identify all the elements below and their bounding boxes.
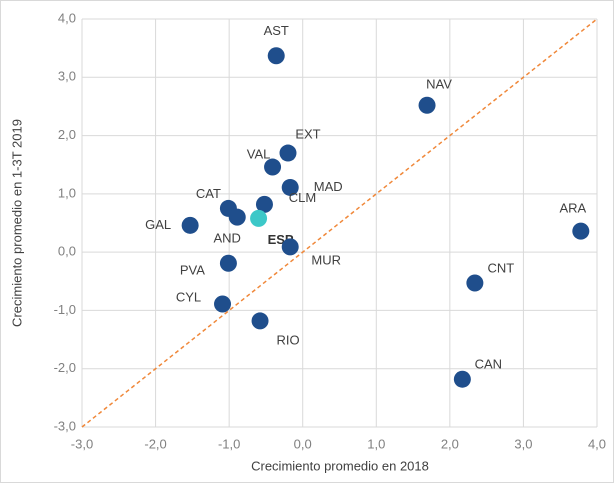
x-tick-label: 0,0 [294, 436, 312, 451]
y-tick-label: 3,0 [58, 69, 76, 84]
point [267, 47, 285, 65]
point-label: AND [214, 231, 241, 246]
y-tick-label: 2,0 [58, 127, 76, 142]
x-tick-label: 1,0 [367, 436, 385, 451]
point [572, 222, 590, 240]
x-tick-label: -2,0 [144, 436, 166, 451]
point [264, 158, 282, 176]
y-tick-label: 4,0 [58, 10, 76, 25]
point-label: CLM [289, 190, 316, 205]
point-label: CNT [488, 260, 515, 275]
point [466, 274, 484, 292]
x-tick-label: 3,0 [514, 436, 532, 451]
point [250, 209, 268, 227]
point [181, 216, 199, 234]
point [214, 295, 232, 313]
x-axis-title: Crecimiento promedio en 2018 [251, 458, 429, 473]
point-label: RIO [276, 332, 299, 347]
point-label: CAT [196, 186, 221, 201]
y-tick-label: -3,0 [54, 418, 76, 433]
point-label: PVA [180, 263, 205, 278]
point [418, 96, 436, 114]
x-tick-label: -3,0 [71, 436, 93, 451]
point [281, 238, 299, 256]
point [251, 312, 269, 330]
x-tick-label: 2,0 [441, 436, 459, 451]
y-tick-label: -1,0 [54, 302, 76, 317]
point-label: MUR [311, 252, 341, 267]
point-label: CAN [475, 357, 502, 372]
point-label: CYL [176, 289, 201, 304]
y-tick-label: 0,0 [58, 244, 76, 259]
point [279, 144, 297, 162]
x-tick-label: -1,0 [218, 436, 240, 451]
point [453, 370, 471, 388]
point [228, 208, 246, 226]
y-axis-title: Crecimiento promedio en 1-3T 2019 [9, 119, 24, 327]
point-label: GAL [145, 217, 171, 232]
point-label: ARA [559, 201, 586, 216]
point-label: EXT [295, 126, 320, 141]
point [281, 178, 299, 196]
point-label: MAD [314, 179, 343, 194]
y-tick-label: 1,0 [58, 185, 76, 200]
diagonal [81, 18, 598, 428]
point-label: NAV [426, 77, 452, 92]
point-label: AST [264, 23, 289, 38]
point [219, 254, 237, 272]
point-label: VAL [247, 146, 271, 161]
y-tick-label: -2,0 [54, 360, 76, 375]
point [255, 195, 273, 213]
x-tick-label: 4,0 [588, 436, 606, 451]
